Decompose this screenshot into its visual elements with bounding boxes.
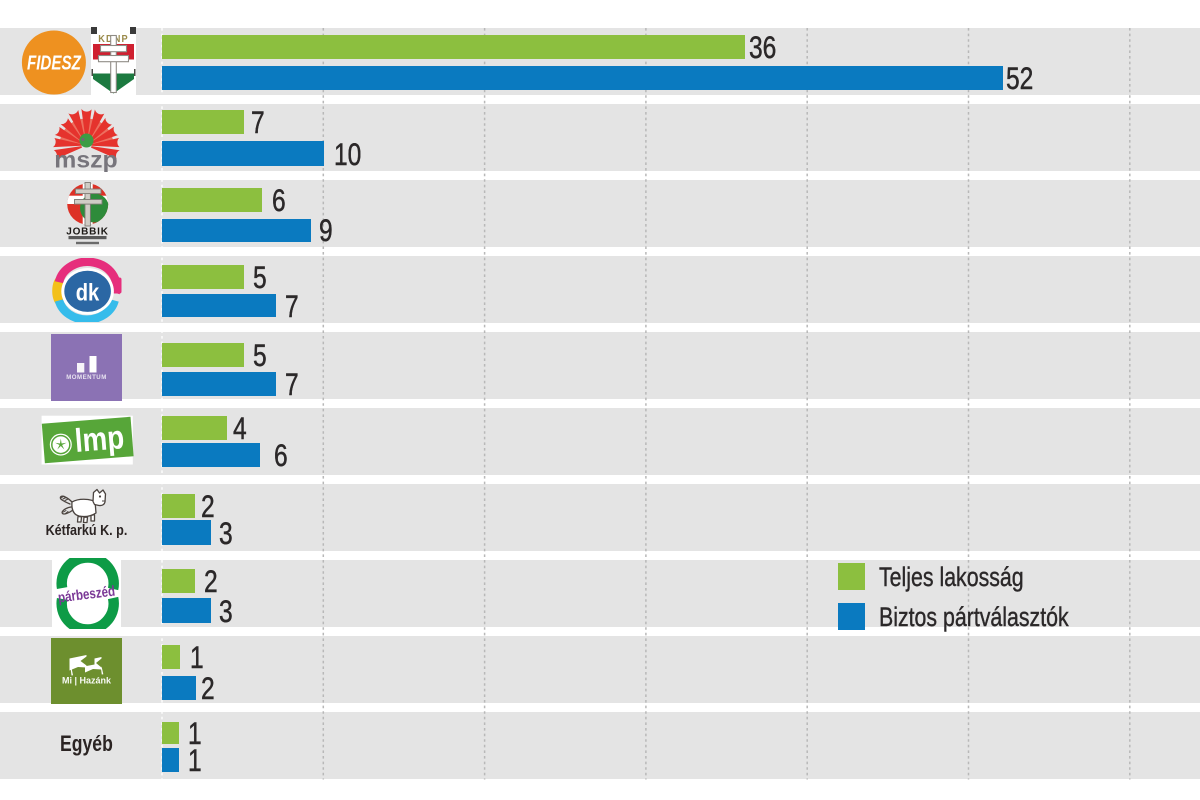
svg-text:MOMENTUM: MOMENTUM <box>66 374 107 381</box>
svg-text:JOBBIK: JOBBIK <box>66 227 109 238</box>
svg-text:lmp: lmp <box>73 419 125 460</box>
svg-text:FIDESZ: FIDESZ <box>27 51 82 74</box>
svg-text:mszp: mszp <box>54 147 117 172</box>
svg-text:párbeszéd: párbeszéd <box>57 582 116 605</box>
svg-text:dk: dk <box>76 279 100 306</box>
svg-text:Mi | Hazánk: Mi | Hazánk <box>62 676 112 686</box>
